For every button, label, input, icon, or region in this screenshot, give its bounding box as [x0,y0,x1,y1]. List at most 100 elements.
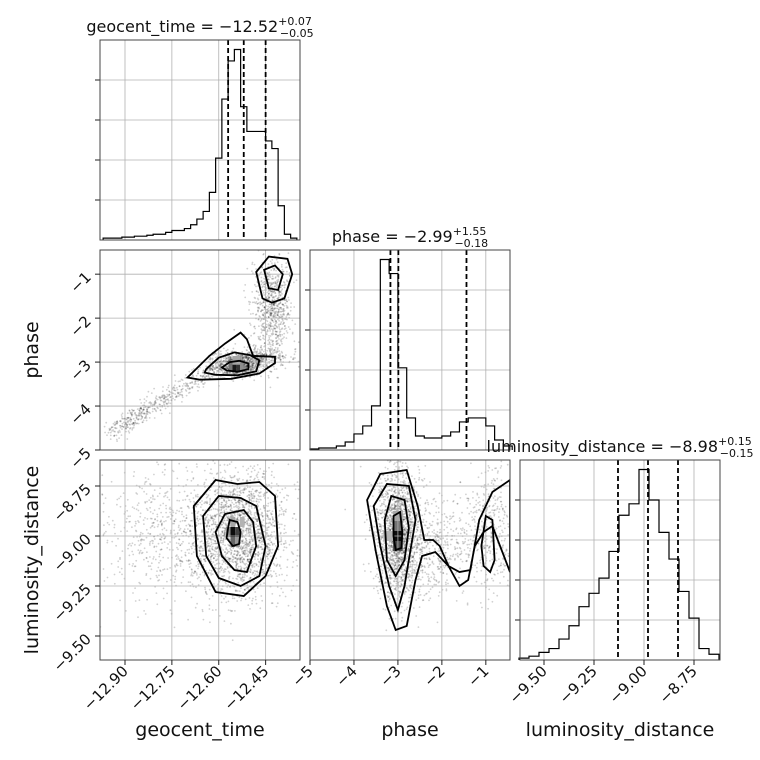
scatter-point [204,509,207,512]
scatter-point [150,517,153,520]
scatter-point [252,362,255,365]
scatter-point [208,536,210,539]
scatter-point [260,514,263,516]
scatter-point [271,344,273,346]
scatter-point [253,514,256,516]
scatter-point [165,529,168,532]
scatter-point [262,365,264,368]
scatter-point [172,470,175,473]
scatter-point [165,402,168,405]
scatter-point [153,546,156,549]
scatter-point [255,301,258,303]
scatter-point [245,366,248,369]
scatter-point [283,528,286,530]
scatter-point [207,545,209,547]
scatter-point [209,519,211,522]
scatter-point [271,542,274,545]
scatter-point [238,558,241,561]
scatter-point [252,581,255,583]
scatter-point [263,322,266,324]
scatter-point [184,384,187,387]
scatter-point [168,498,171,501]
scatter-point [282,281,285,283]
scatter-point [268,296,270,298]
scatter-point [158,574,160,577]
scatter-point [277,290,280,293]
scatter-point [250,507,253,509]
scatter-point [193,489,196,492]
scatter-point [251,540,254,542]
scatter-point [140,418,142,421]
scatter-point [192,375,195,378]
scatter-point [228,558,231,561]
scatter-point [259,607,262,610]
scatter-point [278,307,281,309]
scatter-point [241,356,244,359]
scatter-point [177,380,180,383]
scatter-point [207,494,210,497]
scatter-point [240,566,243,569]
scatter-point [230,507,233,509]
scatter-point [260,328,263,331]
scatter-point [228,516,231,519]
scatter-point [207,531,210,533]
scatter-point [278,509,281,512]
scatter-point [248,493,251,496]
scatter-point [282,308,284,310]
scatter-point [156,515,159,518]
scatter-point [259,357,261,359]
scatter-point [215,366,218,369]
scatter-point [203,373,206,376]
scatter-point [269,353,272,355]
scatter-point [287,463,290,466]
scatter-point [282,320,284,322]
scatter-point [225,548,228,551]
scatter-point [221,370,224,373]
scatter-point [181,379,184,381]
scatter-point [255,602,258,605]
scatter-point [205,375,208,377]
scatter-point [149,406,151,408]
scatter-point [226,567,229,569]
scatter-point [148,499,151,501]
scatter-point [263,277,265,280]
scatter-point [259,362,262,364]
scatter-point [252,363,254,365]
scatter-point [275,350,278,353]
scatter-point [266,527,268,529]
scatter-point [169,506,172,509]
scatter-point [275,351,278,354]
scatter-point [183,530,185,533]
scatter-point [278,294,280,297]
scatter-point [212,561,215,563]
scatter-point [272,267,274,269]
scatter-point [247,512,250,514]
scatter-point [245,540,248,542]
scatter-point [244,521,247,523]
scatter-point [239,559,242,561]
scatter-point [244,574,246,576]
scatter-point [237,514,240,517]
scatter-point [232,492,234,494]
scatter-point [265,533,268,536]
scatter-point [160,548,163,551]
scatter-point [251,291,254,293]
scatter-point [290,551,293,553]
scatter-point [260,533,262,535]
scatter-point [279,310,282,313]
scatter-point [270,325,272,327]
scatter-point [223,490,226,492]
scatter-point [202,374,205,377]
scatter-point [293,281,295,284]
scatter-point [248,504,251,506]
scatter-point [254,552,257,555]
scatter-point [263,494,266,497]
scatter-point [255,474,258,477]
scatter-point [241,354,243,357]
scatter-point [122,417,124,420]
scatter-point [252,588,255,591]
scatter-point [174,396,177,398]
scatter-point [128,409,131,412]
scatter-point [294,323,297,325]
scatter-point [283,328,286,330]
